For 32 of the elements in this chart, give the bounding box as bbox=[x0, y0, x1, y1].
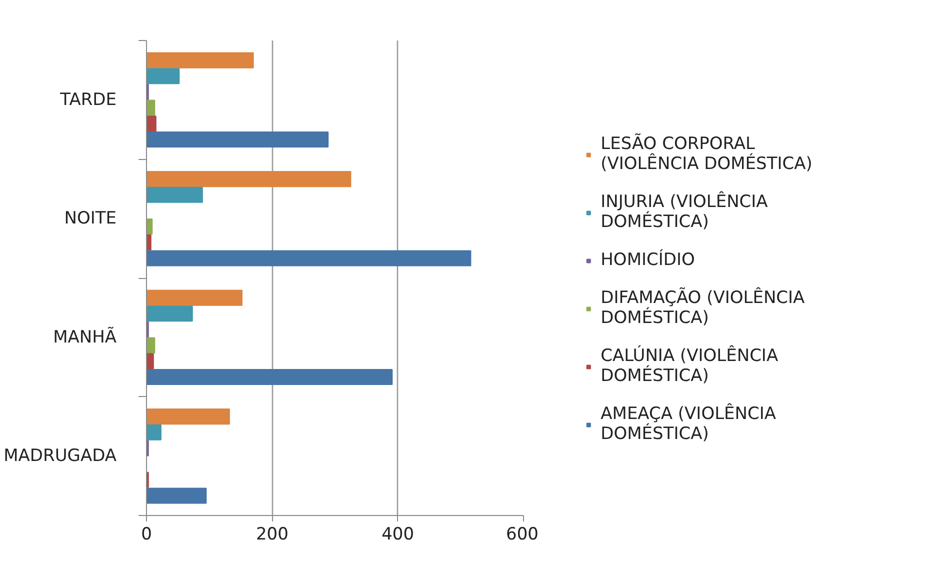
bar bbox=[146, 218, 153, 235]
y-tick-label: MANHÃ bbox=[53, 326, 117, 348]
legend-label: CALÚNIA (VIOLÊNCIA DOMÉSTICA) bbox=[600, 346, 778, 386]
legend-label: INJURIA (VIOLÊNCIA DOMÉSTICA) bbox=[600, 192, 768, 232]
bar bbox=[146, 116, 156, 132]
y-tick-label: MADRUGADA bbox=[4, 446, 117, 466]
bar bbox=[146, 234, 152, 250]
x-tick-label: 400 bbox=[382, 524, 414, 544]
x-tick-label: 200 bbox=[256, 524, 288, 544]
bar bbox=[146, 337, 156, 354]
bar bbox=[146, 353, 154, 370]
bar bbox=[146, 306, 193, 322]
bar bbox=[146, 488, 207, 504]
x-tick-label: 0 bbox=[141, 524, 152, 544]
x-tick-label: 600 bbox=[506, 524, 539, 544]
y-tick-label: NOITE bbox=[64, 208, 117, 229]
y-tick-label: TARDE bbox=[59, 90, 117, 110]
bar bbox=[146, 186, 203, 203]
bar bbox=[146, 424, 162, 440]
bar bbox=[146, 68, 180, 84]
bar bbox=[146, 100, 156, 116]
legend-label: AMEAÇA (VIOLÊNCIA DOMÉSTICA) bbox=[600, 404, 776, 444]
bar bbox=[146, 368, 393, 385]
bar bbox=[146, 171, 352, 188]
legend-label: LESÃO CORPORAL (VIOLÊNCIA DOMÉSTICA) bbox=[600, 134, 812, 174]
legend-label: DIFAMAÇÃO (VIOLÊNCIA DOMÉSTICA) bbox=[600, 288, 805, 328]
bar bbox=[146, 250, 472, 266]
bar bbox=[146, 408, 230, 425]
legend-label: HOMICÍDIO bbox=[600, 250, 695, 270]
bar bbox=[146, 290, 243, 306]
bar bbox=[146, 52, 254, 68]
bar bbox=[146, 131, 329, 148]
